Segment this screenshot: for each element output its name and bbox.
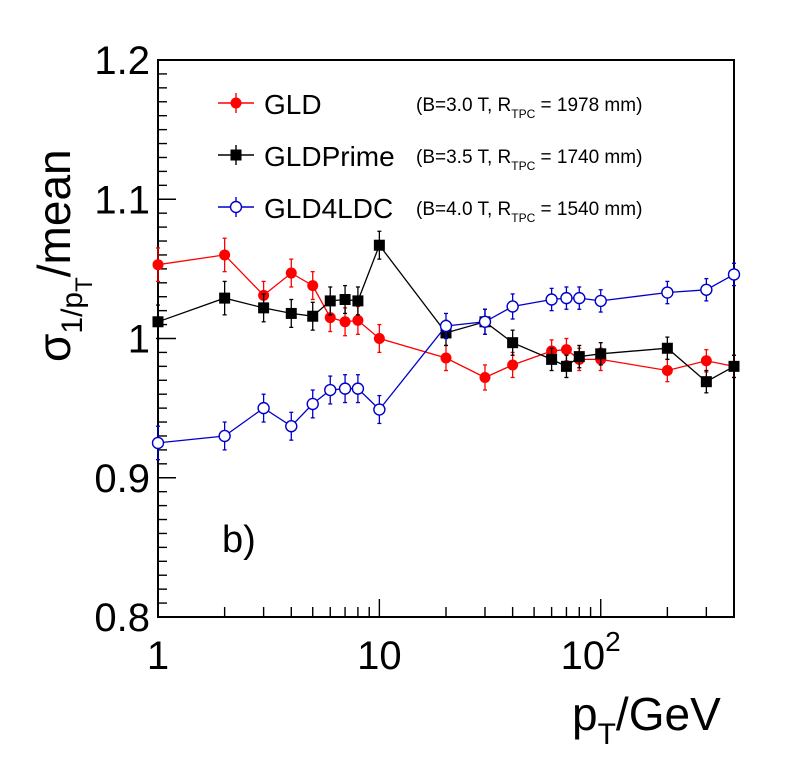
data-point-gldprime xyxy=(661,342,673,354)
data-point-gld4ldc xyxy=(661,286,674,299)
data-point-gldprime xyxy=(595,348,607,360)
y-axis-label: σ1/pT/mean xyxy=(28,149,98,362)
data-point-gld xyxy=(661,365,673,377)
y-tick-label: 1.2 xyxy=(94,39,150,83)
x-tick-label: 102 xyxy=(561,626,621,678)
x-tick-label: 10 xyxy=(357,634,402,678)
y-axis-label-sub1: 1/p xyxy=(56,292,89,334)
data-point-gld4ldc xyxy=(285,420,298,433)
legend-params-gld: (B=3.0 T, RTPC = 1978 mm) xyxy=(416,95,642,121)
data-point-gld4ldc xyxy=(373,403,386,416)
y-axis-label-rest: /mean xyxy=(28,149,80,277)
data-point-gld4ldc xyxy=(351,382,365,395)
data-point-gldprime xyxy=(728,360,740,372)
legend-params-gld4ldc: (B=4.0 T, RTPC = 1540 mm) xyxy=(416,199,642,225)
y-axis-label-symbol: σ xyxy=(28,334,80,362)
data-point-gld4ldc xyxy=(506,300,519,313)
series-group xyxy=(151,230,741,461)
data-point-gld xyxy=(700,355,712,367)
y-tick-label: 0.8 xyxy=(94,596,150,640)
legend-label-gldprime: GLDPrime xyxy=(264,141,395,172)
axis-ticks-group: 0.8 0.9 1 1.1 1.2 1 10 102 xyxy=(94,39,735,678)
x-axis-label-base: p xyxy=(572,688,598,740)
data-point-gldprime xyxy=(573,351,585,363)
legend-entry-gld4ldc: GLD4LDC (B=4.0 T, RTPC = 1540 mm) xyxy=(218,193,642,225)
data-point-gld4ldc xyxy=(560,291,573,305)
legend-entry-gldprime: GLDPrime (B=3.5 T, RTPC = 1740 mm) xyxy=(218,141,642,173)
x-axis-label-sub: T xyxy=(598,718,616,751)
data-point-gld4ldc xyxy=(218,429,231,443)
data-point-gld4ldc xyxy=(573,291,586,305)
data-point-gld xyxy=(285,267,297,279)
data-point-gld xyxy=(479,371,491,383)
data-point-gld xyxy=(373,333,385,344)
data-point-gld xyxy=(352,314,364,326)
data-point-gldprime xyxy=(152,316,164,328)
data-point-gld xyxy=(219,249,231,261)
x-axis-label-rest: /GeV xyxy=(616,688,721,740)
data-point-gld4ldc xyxy=(151,436,165,450)
y-tick-label: 0.9 xyxy=(94,457,150,501)
data-point-gld xyxy=(324,312,336,324)
data-point-gld4ldc xyxy=(700,283,713,296)
data-point-gld4ldc xyxy=(478,315,492,328)
y-tick-label: 1 xyxy=(128,318,150,362)
data-point-gld4ldc xyxy=(338,382,352,395)
data-point-gld4ldc xyxy=(727,268,741,281)
data-point-gldprime xyxy=(324,295,336,307)
legend-marker-gldprime xyxy=(230,149,242,161)
data-point-gld4ldc xyxy=(306,397,319,411)
legend-params-gldprime: (B=3.5 T, RTPC = 1740 mm) xyxy=(416,147,642,173)
y-tick-label: 1.1 xyxy=(94,178,150,222)
legend-marker-gld4ldc xyxy=(229,200,243,214)
legend-entry-gld: GLD (B=3.0 T, RTPC = 1978 mm) xyxy=(218,89,642,121)
data-point-gldprime xyxy=(339,294,351,306)
data-point-gld xyxy=(440,352,452,364)
series-gld4ldc xyxy=(151,262,741,461)
x-axis-label: pT/GeV xyxy=(572,688,721,751)
data-point-gldprime xyxy=(307,310,319,322)
data-point-gldprime xyxy=(546,353,558,365)
data-point-gld4ldc xyxy=(545,293,558,306)
panel-annotation: b) xyxy=(222,519,256,561)
data-point-gld4ldc xyxy=(257,401,270,415)
data-point-gldprime xyxy=(373,239,385,251)
data-point-gld xyxy=(560,344,572,356)
data-point-gld xyxy=(507,359,519,371)
x-tick-label: 1 xyxy=(147,634,169,678)
data-point-gldprime xyxy=(507,337,519,349)
data-point-gld4ldc xyxy=(439,319,453,333)
data-point-gldprime xyxy=(258,302,270,314)
data-point-gld xyxy=(307,280,319,292)
data-point-gldprime xyxy=(700,376,712,388)
legend-label-gld: GLD xyxy=(264,89,322,120)
data-point-gldprime xyxy=(352,295,364,307)
legend-group: GLD (B=3.0 T, RTPC = 1978 mm) GLDPrime (B=3… xyxy=(218,89,642,225)
data-point-gld4ldc xyxy=(594,294,607,308)
y-axis-label-sub2: T xyxy=(71,277,98,292)
data-point-gldprime xyxy=(560,360,572,372)
legend-marker-gld xyxy=(230,97,242,109)
data-point-gld xyxy=(339,316,351,328)
legend-label-gld4ldc: GLD4LDC xyxy=(264,193,393,224)
data-point-gld4ldc xyxy=(324,383,337,397)
data-point-gldprime xyxy=(285,307,297,319)
data-point-gld xyxy=(152,259,164,271)
data-point-gldprime xyxy=(219,292,231,304)
